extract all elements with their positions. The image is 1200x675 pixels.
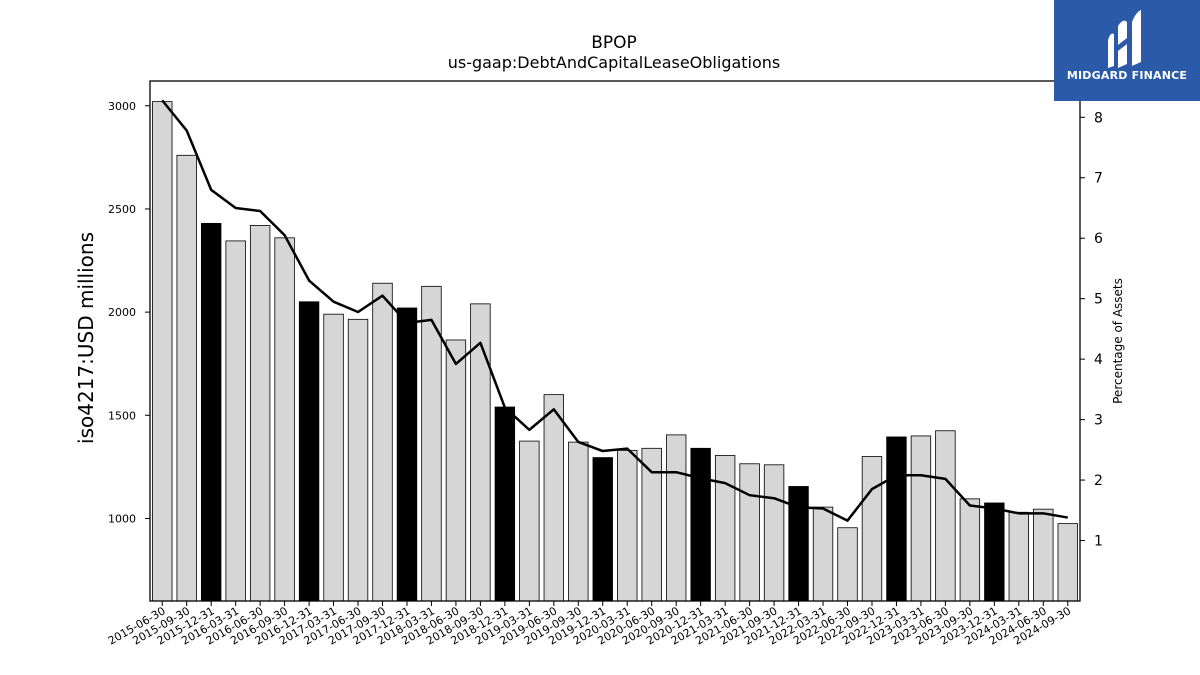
chart-subtitle: us-gaap:DebtAndCapitalLeaseObligations <box>448 53 781 72</box>
logo-mark-icon <box>1108 10 1141 69</box>
midgard-finance-logo: MIDGARD FINANCE <box>1054 0 1200 101</box>
bar <box>763 464 785 602</box>
y-axis-title: iso4217:USD millions <box>74 232 98 444</box>
y2-tick-label: 8 <box>1094 110 1103 126</box>
y-tick-label: 2000 <box>108 306 136 319</box>
bar <box>396 307 418 602</box>
bar <box>739 463 760 602</box>
y-tick-label: 1500 <box>108 409 136 422</box>
y2-tick-label: 1 <box>1094 534 1103 550</box>
bar <box>152 101 173 602</box>
bar <box>249 225 271 602</box>
bar <box>519 440 540 602</box>
bar <box>445 339 467 602</box>
y-tick-label: 2500 <box>108 203 136 216</box>
bar <box>494 406 516 602</box>
bar <box>935 430 956 602</box>
bar <box>690 447 711 602</box>
bar <box>1033 508 1054 602</box>
plot-area: 10001500200025003000123456782015-06-3020… <box>106 80 1103 648</box>
bar <box>861 456 883 602</box>
y2-tick-label: 2 <box>1094 473 1103 489</box>
chart-title: BPOP <box>591 33 637 53</box>
bar <box>665 434 687 602</box>
bar <box>1057 523 1078 602</box>
y2-axis-title: Percentage of Assets <box>1111 278 1125 404</box>
y-tick-label: 3000 <box>108 100 136 113</box>
bar <box>1008 511 1030 602</box>
bar <box>910 435 932 602</box>
y2-tick-label: 6 <box>1094 231 1103 247</box>
bar <box>617 449 638 602</box>
logo-text: MIDGARD FINANCE <box>1066 69 1188 82</box>
y2-tick-label: 5 <box>1094 292 1103 308</box>
bar <box>225 240 246 602</box>
bar <box>274 237 295 602</box>
plot-frame <box>149 80 1081 602</box>
bar <box>200 222 222 602</box>
bar <box>886 436 907 602</box>
y2-tick-label: 3 <box>1094 413 1103 429</box>
y-tick-label: 1000 <box>108 512 136 525</box>
bar <box>543 394 565 602</box>
bar <box>568 441 589 602</box>
y2-tick-label: 4 <box>1094 352 1103 368</box>
bar <box>714 455 736 602</box>
y2-tick-label: 7 <box>1094 171 1103 187</box>
bar <box>812 506 834 602</box>
percentage-line <box>161 99 1068 522</box>
bar <box>837 527 858 602</box>
bar <box>298 301 320 602</box>
bar <box>984 502 1005 602</box>
bar <box>347 318 369 602</box>
bar <box>592 457 613 602</box>
bar <box>959 498 981 602</box>
bar <box>176 154 197 602</box>
bar <box>323 313 344 602</box>
bar <box>372 282 393 602</box>
